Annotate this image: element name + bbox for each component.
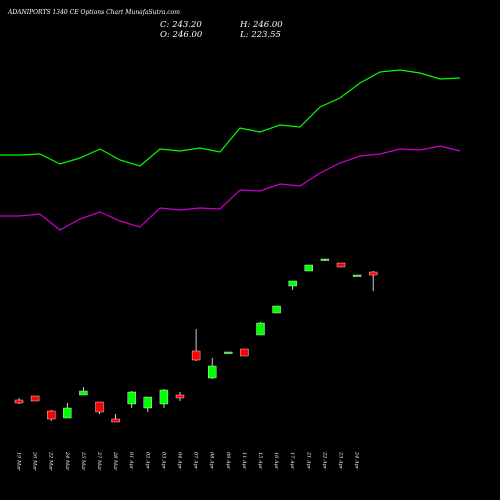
x-tick-label: 16 Apr <box>273 452 279 470</box>
x-tick-label: 15 Apr <box>257 452 263 470</box>
candle-body <box>240 348 249 357</box>
candle <box>304 264 313 272</box>
x-tick-label: 02 Apr <box>144 452 150 470</box>
series-line-2 <box>0 145 461 231</box>
candle-body <box>352 274 362 277</box>
candle-body <box>127 391 136 405</box>
x-tick-label: 17 Apr <box>289 452 295 470</box>
candle-body <box>159 389 169 405</box>
x-tick-label: 23 Apr <box>338 451 344 470</box>
candle-body <box>30 395 40 402</box>
x-tick-label: 22 Mar <box>48 451 54 471</box>
candle <box>288 280 297 290</box>
indicator-lines <box>0 69 461 231</box>
candle-body <box>369 271 378 276</box>
candle <box>143 396 153 412</box>
candle <box>320 258 330 261</box>
candle-body <box>288 280 297 287</box>
chart-title: ADANIPORTS 1340 CE Options Chart MunafaS… <box>7 9 180 16</box>
x-tick-label: 24 Mar <box>64 451 70 471</box>
open-label: O: 246.00 <box>160 30 203 40</box>
candle <box>369 271 378 291</box>
candle <box>224 351 233 354</box>
x-tick-label: 11 Apr <box>241 452 247 470</box>
x-tick-label: 25 Mar <box>80 451 86 471</box>
x-tick-label: 21 Apr <box>305 451 311 470</box>
candle <box>127 391 136 408</box>
candle <box>240 348 249 357</box>
x-tick-label: 24 Apr <box>354 451 360 470</box>
candle-body <box>224 351 233 354</box>
candle-body <box>143 396 153 409</box>
x-tick-label: 28 Mar <box>112 451 118 471</box>
candle <box>207 358 217 379</box>
x-tick-label: 04 Apr <box>177 452 183 470</box>
candle <box>47 410 56 421</box>
candle <box>14 398 24 404</box>
candle <box>256 322 265 336</box>
x-tick-label: 09 Apr <box>225 452 231 470</box>
candle-body <box>14 399 24 404</box>
candle <box>272 305 281 314</box>
candle-body <box>272 305 281 314</box>
candle <box>336 262 346 268</box>
candle-body <box>47 410 56 420</box>
low-label: L: 223.55 <box>239 30 281 40</box>
series-line-1 <box>0 69 461 167</box>
x-tick-label: 01 Apr <box>128 452 134 470</box>
x-tick-label: 08 Apr <box>209 452 215 470</box>
candle-body <box>63 407 72 419</box>
candle <box>191 329 201 361</box>
candle <box>79 387 88 396</box>
candle-body <box>304 264 313 272</box>
candle-body <box>207 365 217 379</box>
candles <box>14 258 378 423</box>
x-tick-label: 27 Mar <box>96 451 102 471</box>
candle-body <box>175 394 185 399</box>
high-label: H: 246.00 <box>239 20 283 30</box>
x-tick-label: 22 Apr <box>321 451 327 470</box>
candle-body <box>111 418 120 423</box>
candle <box>95 401 104 414</box>
x-tick-label: 20 Mar <box>32 451 38 471</box>
candle <box>30 395 40 402</box>
candle-body <box>336 262 346 268</box>
x-tick-label: 03 Apr <box>160 452 166 470</box>
candle-body <box>79 390 88 396</box>
x-axis-labels: 19 Mar 20 Mar 22 Mar 24 Mar 25 Mar 27 Mar 28 M… <box>16 451 360 471</box>
candle-body <box>320 258 330 261</box>
candle-body <box>191 350 201 361</box>
candle-body <box>256 322 265 336</box>
candle <box>111 414 120 423</box>
candle <box>159 389 169 408</box>
x-tick-label: 19 Mar <box>16 452 22 471</box>
candle <box>63 403 72 419</box>
candle-body <box>95 401 104 413</box>
close-label: C: 243.20 <box>160 20 202 30</box>
x-tick-label: 07 Apr <box>193 452 199 470</box>
candle <box>352 274 362 277</box>
candle <box>175 392 185 401</box>
